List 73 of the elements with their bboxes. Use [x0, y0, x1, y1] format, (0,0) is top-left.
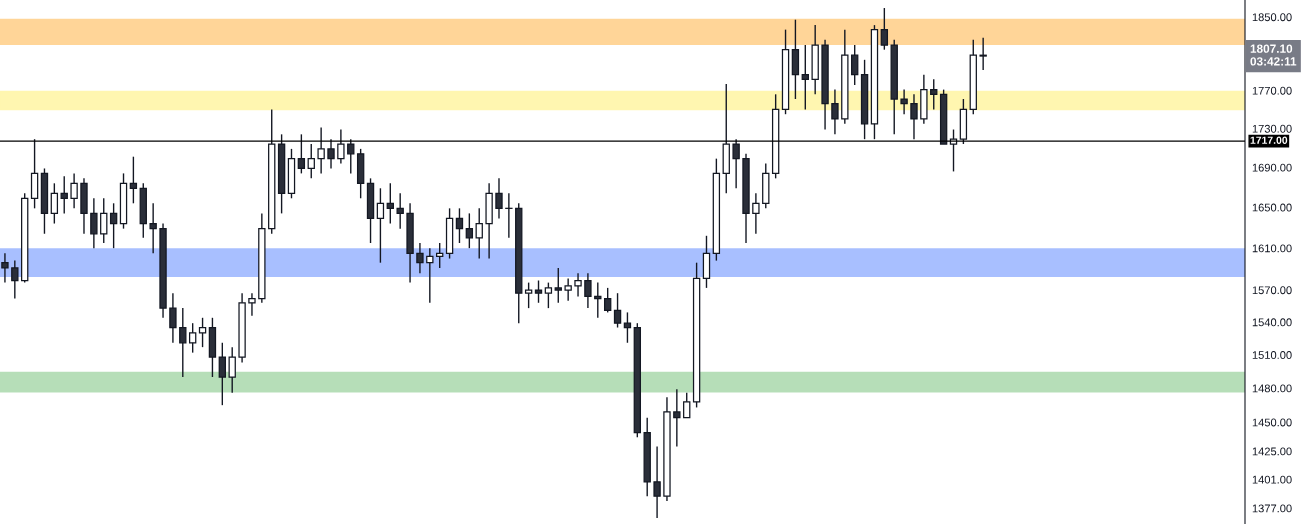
candlestick [426, 247, 434, 304]
candlestick [910, 93, 918, 140]
y-tick-label: 1850.00 [1252, 13, 1292, 22]
y-tick-label: 1570.00 [1252, 286, 1292, 295]
y-tick-label: 1480.00 [1252, 384, 1292, 393]
candlestick [218, 342, 227, 406]
text: 1807.10 [1250, 44, 1293, 53]
candlestick [465, 212, 474, 249]
candlestick [327, 138, 335, 170]
candlestick [979, 37, 987, 71]
candlestick [100, 197, 108, 244]
candlestick [1, 252, 9, 284]
y-tick-label: 1770.00 [1252, 86, 1292, 95]
candlestick [930, 78, 938, 111]
candlestick [307, 143, 315, 180]
y-tick-label: 1377.00 [1252, 504, 1292, 513]
candlestick [455, 207, 464, 244]
candlestick [584, 272, 592, 309]
candlestick [149, 202, 157, 255]
candlestick [50, 182, 59, 225]
y-tick-label: 1690.00 [1252, 163, 1292, 172]
candlestick [801, 44, 809, 111]
candlestick [70, 172, 78, 210]
ref-line-label: 1717.00 [1250, 136, 1288, 144]
candlestick [228, 346, 236, 394]
candlestick [554, 267, 562, 304]
candlestick [880, 7, 889, 51]
y-tick-label: 1730.00 [1252, 124, 1292, 133]
candlestick [574, 272, 582, 298]
text: 03:42:11 [1250, 57, 1297, 66]
candlestick [495, 177, 503, 220]
y-tick-label: 1540.00 [1252, 318, 1292, 327]
candlestick [544, 281, 553, 309]
candlestick [900, 88, 908, 115]
candlestick [11, 259, 19, 300]
candlestick [752, 192, 760, 235]
candlestick [416, 242, 424, 274]
candlestick [188, 322, 197, 354]
candlestick [347, 138, 355, 175]
candlestick [653, 445, 661, 519]
y-tick-label: 1610.00 [1252, 244, 1292, 253]
candlestick [831, 88, 839, 136]
candlestick [475, 207, 483, 260]
y-tick-label: 1450.00 [1252, 418, 1292, 427]
candlestick [683, 392, 691, 419]
candlestick [129, 155, 138, 204]
y-tick-label: 1425.00 [1252, 447, 1292, 456]
candlestick [396, 192, 404, 230]
candlestick [386, 182, 394, 225]
candlestick [534, 279, 543, 304]
candlestick [594, 281, 602, 319]
candlestick [564, 277, 572, 302]
candlestick [60, 175, 68, 215]
candlestick [673, 388, 681, 448]
candlestick [90, 197, 98, 249]
candlestick [851, 44, 859, 86]
candlestick [248, 292, 256, 317]
candlestick [337, 128, 345, 165]
candlestick [297, 133, 306, 175]
y-tick-label: 1401.00 [1252, 475, 1292, 484]
candlestick [603, 287, 612, 314]
candlestick [732, 138, 740, 189]
y-tick-label: 1510.00 [1252, 351, 1292, 359]
candlestick [198, 317, 207, 348]
candlestick [109, 202, 118, 249]
candlestick [169, 292, 177, 344]
candlestick [613, 292, 622, 329]
candlestick [436, 242, 444, 269]
y-tick-label: 1650.00 [1252, 203, 1292, 212]
candlestick [376, 187, 385, 264]
candlestick [524, 281, 533, 309]
candlestick [317, 126, 325, 175]
candlestick [179, 307, 187, 378]
